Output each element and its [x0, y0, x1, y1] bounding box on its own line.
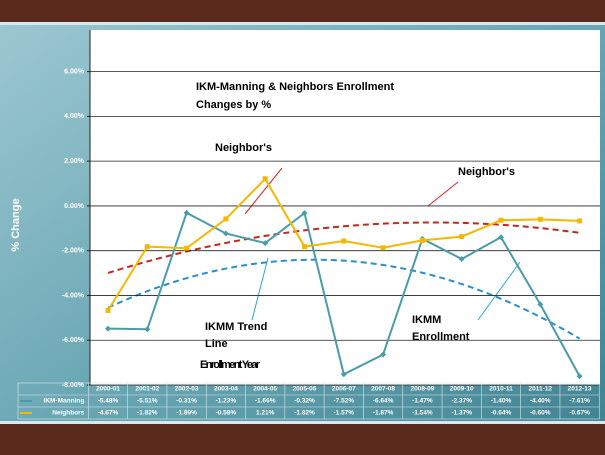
data-label: -6.64% — [373, 398, 394, 405]
point-marker — [380, 245, 386, 251]
data-label: -0.32% — [294, 398, 315, 405]
data-label: -1.54% — [412, 410, 433, 417]
data-label: -4.40% — [530, 398, 551, 405]
data-label: -1.82% — [294, 410, 315, 417]
x-tick-label: 2007-08 — [371, 386, 395, 393]
point-marker — [576, 373, 583, 380]
x-tick-label: 2006-07 — [332, 386, 356, 393]
x-tick-label: 2010-11 — [489, 386, 513, 393]
point-marker — [537, 216, 543, 222]
point-marker — [222, 230, 229, 237]
data-label: -7.61% — [569, 398, 590, 405]
top-band — [0, 0, 605, 22]
point-marker — [537, 301, 544, 308]
data-label: -0.64% — [491, 410, 512, 417]
x-tick-label: 2004-05 — [253, 386, 277, 393]
point-marker — [302, 244, 307, 250]
x-tick-label: 2000-01 — [96, 386, 120, 393]
data-label: -0.60% — [530, 410, 551, 417]
point-marker — [340, 371, 347, 378]
data-label: -1.47% — [412, 398, 433, 405]
point-marker — [458, 255, 465, 262]
data-label: -4.67% — [98, 410, 119, 417]
arrow — [244, 167, 283, 215]
point-marker — [459, 234, 465, 240]
bottom-rule — [0, 421, 605, 424]
data-label: -1.87% — [373, 410, 394, 417]
point-marker — [105, 307, 111, 313]
bottom-band — [0, 424, 605, 455]
point-marker — [262, 240, 269, 247]
annotation: IKMM Trend — [205, 321, 267, 333]
arrows — [244, 167, 521, 321]
data-label: -5.48% — [98, 398, 119, 405]
data-label: -2.37% — [451, 398, 472, 405]
point-marker — [105, 325, 111, 332]
chart-title: IKM-Manning & Neighbors Enrollment — [196, 81, 394, 93]
annotation: IKMM — [412, 314, 441, 326]
y-tick-label: -4.00% — [62, 292, 85, 299]
data-label: -1.89% — [176, 410, 197, 417]
x-tick-label: 2003-04 — [214, 386, 238, 393]
arrow — [251, 257, 269, 321]
plot-area — [90, 30, 600, 385]
chart-subtitle: Changes by % — [196, 99, 271, 111]
x-tick-label: 2011-12 — [529, 386, 553, 393]
point-marker — [380, 351, 387, 358]
point-marker — [301, 210, 308, 217]
data-label: -7.52% — [333, 398, 354, 405]
point-marker — [419, 237, 425, 243]
point-marker — [144, 326, 151, 333]
trend-line — [107, 221, 580, 274]
trend-line — [107, 258, 581, 340]
y-tick-label: 4.00% — [64, 113, 85, 120]
point-marker — [183, 209, 190, 216]
point-marker — [223, 216, 229, 222]
x-tick-label: 2008-09 — [410, 386, 434, 393]
annotation: Enrollment — [412, 331, 470, 343]
data-label: -0.31% — [176, 398, 197, 405]
y-axis-label: % Change — [10, 198, 22, 251]
point-marker — [144, 244, 150, 250]
x-tick-label: 2005-06 — [293, 386, 317, 393]
point-marker — [577, 218, 583, 224]
arrow — [477, 261, 521, 321]
annotation: Neighbor's — [215, 142, 272, 154]
annotation: Line — [205, 338, 228, 350]
legend-label: IKM-Manning — [44, 398, 85, 405]
trend-lines — [107, 221, 581, 340]
data-label: -5.51% — [137, 398, 158, 405]
x-tick-label: 2012-13 — [568, 386, 592, 393]
y-tick-label: 2.00% — [64, 158, 85, 165]
data-label: 1.21% — [256, 410, 275, 417]
data-label: -0.58% — [216, 410, 237, 417]
legend-label: Neighbors — [52, 410, 85, 417]
y-tick-label: -2.00% — [62, 248, 85, 255]
y-tick-label: 0.00% — [64, 203, 85, 210]
point-marker — [498, 234, 504, 241]
data-table — [17, 382, 600, 420]
point-marker — [498, 217, 504, 223]
data-label: -1.82% — [137, 410, 158, 417]
y-tick-label: 6.00% — [64, 68, 85, 75]
x-tick-label: 2001-02 — [135, 386, 159, 393]
x-tick-label: 2002-03 — [175, 386, 199, 393]
data-label: -0.67% — [569, 410, 590, 417]
top-rule — [0, 22, 605, 25]
y-tick-label: -6.00% — [62, 337, 85, 344]
data-label: -1.57% — [333, 410, 354, 417]
data-label: -1.66% — [255, 398, 276, 405]
annotation: Neighbor's — [458, 166, 515, 178]
x-tick-label: 2009-10 — [450, 386, 474, 393]
arrow — [427, 181, 459, 207]
point-marker — [341, 238, 347, 244]
y-tick-label: -8.00% — [62, 382, 85, 389]
data-label: -1.40% — [491, 398, 512, 405]
point-marker — [262, 176, 268, 182]
point-marker — [184, 245, 190, 251]
data-label: -1.37% — [451, 410, 472, 417]
data-label: -1.23% — [216, 398, 237, 405]
x-axis-label: Enrollment Year — [200, 359, 261, 371]
